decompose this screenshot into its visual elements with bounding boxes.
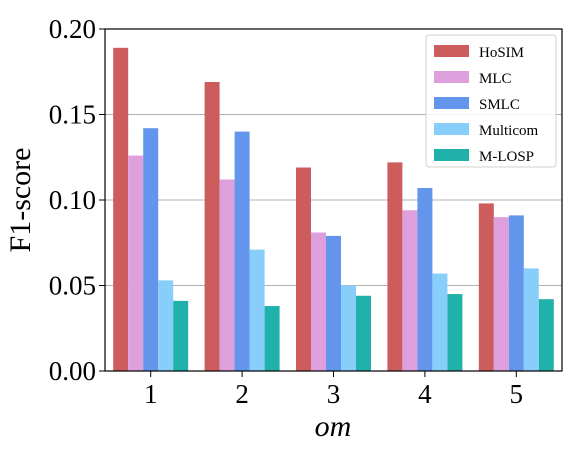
x-tick-label: 1 [144,379,158,409]
bar-hosim-5 [478,203,494,371]
bar-smlc-1 [143,128,159,371]
bar-smlc-3 [326,235,341,371]
legend-label: HoSIM [479,45,524,61]
y-axis-ticks: 0.00 0.05 0.10 0.15 0.20 [49,14,105,386]
bar-m-losp-5 [538,299,554,371]
bar-mlc-5 [493,217,509,371]
x-axis-title: om [315,410,352,443]
bar-smlc-4 [417,188,433,371]
legend-label: Multicom [479,123,538,139]
legend-label: M-LOSP [479,149,534,165]
y-tick-label: 0.10 [49,185,96,215]
bar-m-losp-1 [173,300,189,371]
bar-multicom-1 [158,280,174,371]
bar-m-losp-3 [356,295,371,371]
legend-swatch [434,123,469,135]
x-tick-label: 5 [510,379,524,409]
legend-label: MLC [479,71,512,87]
bar-multicom-2 [249,249,265,371]
bar-hosim-4 [387,162,403,371]
legend-swatch [434,149,469,161]
legend-swatch [434,45,469,57]
bar-multicom-3 [341,285,356,371]
bars [113,47,554,372]
y-tick-label: 0.00 [49,356,96,386]
bar-multicom-5 [523,268,539,371]
y-tick-label: 0.20 [49,14,96,44]
bar-smlc-5 [508,215,524,371]
legend-swatch [434,71,469,83]
bar-smlc-2 [234,131,250,371]
bar-mlc-1 [128,155,144,371]
y-tick-label: 0.15 [49,100,96,130]
bar-m-losp-2 [264,306,280,371]
bar-m-losp-4 [447,294,463,371]
bar-hosim-2 [204,82,220,371]
bar-hosim-3 [296,167,311,371]
bar-mlc-3 [311,232,326,371]
y-tick-label: 0.05 [49,271,96,301]
legend: HoSIM MLC SMLC Multicom M-LOSP [425,34,557,168]
legend-label: SMLC [479,97,520,113]
x-tick-label: 2 [235,379,249,409]
y-axis-title: F1-score [4,148,37,253]
bar-hosim-1 [113,47,129,372]
bar-mlc-2 [219,179,235,371]
x-tick-label: 4 [418,379,432,409]
x-axis-ticks: 1 2 3 4 5 [144,371,523,409]
bar-multicom-4 [432,273,448,371]
bar-mlc-4 [402,210,418,371]
legend-swatch [434,97,469,109]
x-tick-label: 3 [327,379,341,409]
